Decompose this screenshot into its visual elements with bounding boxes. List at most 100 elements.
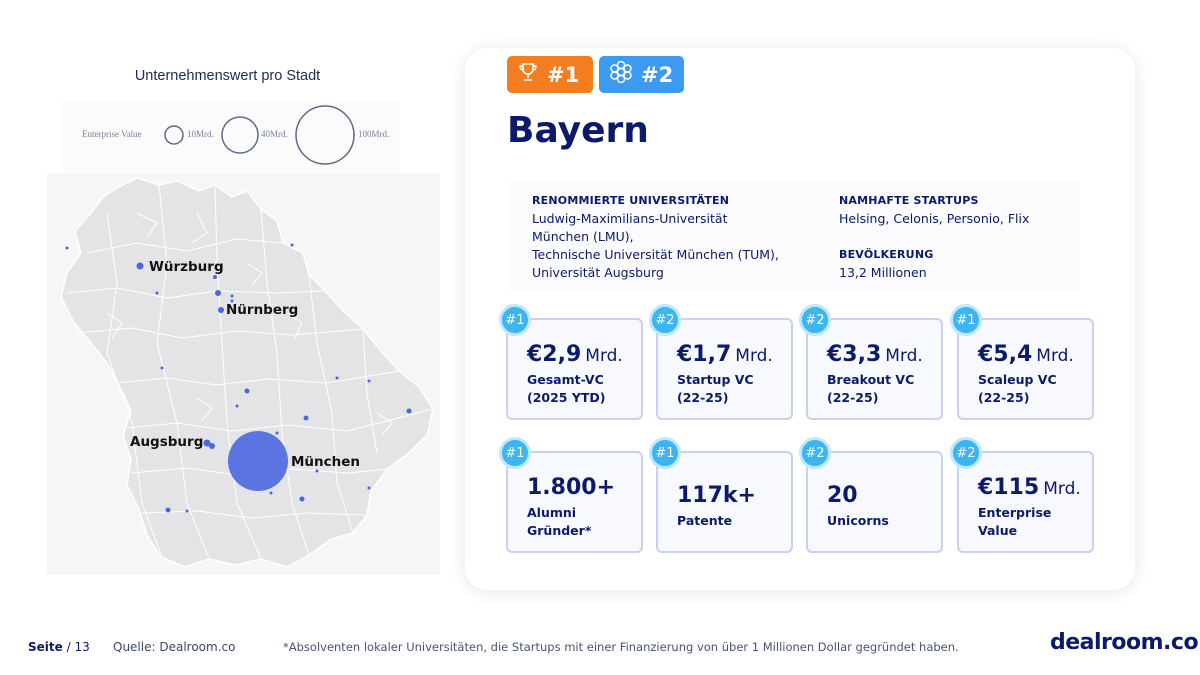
stat-value: €5,4 (978, 342, 1033, 367)
stat-startup-vc: #2 €1,7 Mrd. Startup VC (22-25) (649, 304, 793, 420)
info-panel: RENOMMIERTE UNIVERSITÄTEN Ludwig-Maximil… (508, 180, 1080, 290)
district-borders (66, 184, 434, 560)
stat-value: €115 (978, 475, 1040, 500)
bubble-small-6 (315, 469, 319, 473)
stat-rank: #1 (649, 437, 681, 469)
city-label-muenchen: München (291, 454, 361, 470)
rank-badge-trophy-label: #1 (547, 62, 580, 87)
bubble-small-4 (269, 491, 273, 495)
stat-label: Startup VC (22-25) (677, 372, 754, 405)
stat-unit: Mrd. (585, 346, 623, 366)
bubble-small-8 (290, 243, 294, 247)
bubble-rosenheim (299, 496, 305, 502)
stat-value: €3,3 (827, 342, 882, 367)
network-icon (609, 60, 633, 88)
startups-list: Helsing, Celonis, Personio, Flix (839, 211, 1030, 226)
bubble-ingolstadt (244, 388, 250, 394)
stat-alumni-founders: #1 1.800+ Alumni Gründer* (499, 437, 643, 553)
bubble-small-7 (367, 486, 371, 490)
city-bubbles (65, 243, 412, 513)
bavaria-map: Würzburg Nürnberg Augsburg München (47, 173, 440, 575)
legend-circles (164, 105, 355, 165)
bubble-wuerzburg (136, 262, 144, 270)
stat-scaleup-vc: #1 €5,4 Mrd. Scaleup VC (22-25) (950, 304, 1094, 420)
stat-value: €2,9 (527, 342, 582, 367)
population-value: 13,2 Millionen (839, 265, 927, 280)
stat-rank: #2 (799, 437, 831, 469)
rank-badge-network-label: #2 (641, 62, 674, 87)
stat-value: 20 (827, 483, 858, 508)
dealroom-logo[interactable]: dealroom.co (1050, 630, 1199, 655)
startups-heading: NAMHAFTE STARTUPS (839, 194, 979, 207)
bubble-nuernberg (218, 307, 224, 313)
universities-heading: RENOMMIERTE UNIVERSITÄTEN (532, 194, 730, 207)
source-note: Quelle: Dealroom.co (113, 640, 236, 654)
stat-rank: #2 (799, 304, 831, 336)
stat-gesamt-vc: #1 €2,9 Mrd. Gesamt-VC (2025 YTD) (499, 304, 643, 420)
universities-list: Ludwig-Maximilians-Universität München (… (532, 211, 779, 280)
bubble-bamberg (230, 294, 234, 298)
stat-unit: Mrd. (735, 346, 773, 366)
rank-badge-trophy: #1 (507, 56, 593, 93)
stat-rank: #1 (950, 304, 982, 336)
bavaria-map-shape (60, 177, 434, 568)
trophy-icon (517, 61, 539, 88)
legend-label: Enterprise Value (82, 129, 142, 139)
city-label-wuerzburg: Würzburg (149, 259, 224, 275)
legend-size-small: 10Mrd. (187, 129, 214, 139)
page-indicator: Seite / 13 (28, 640, 90, 654)
bubble-small-10 (185, 509, 189, 513)
stat-unicorns: #2 20 Unicorns (799, 437, 943, 553)
legend-size-large: 100Mrd. (358, 129, 390, 139)
bubble-small-2 (155, 291, 159, 295)
stat-value: 117k+ (677, 483, 756, 508)
bubble-augsburg (203, 439, 211, 447)
stat-label: Alumni Gründer* (527, 505, 592, 538)
population-heading: BEVÖLKERUNG (839, 248, 934, 261)
legend-title: Unternehmenswert pro Stadt (134, 68, 321, 84)
stat-value: €1,7 (677, 342, 732, 367)
stat-unit: Mrd. (1043, 479, 1081, 499)
legend-size-medium: 40Mrd. (261, 129, 288, 139)
stat-unit: Mrd. (885, 346, 923, 366)
bubble-size-legend: Enterprise Value 10Mrd. 40Mrd. 100Mrd. (60, 100, 400, 170)
legend-circle-large (295, 105, 355, 165)
city-label-nuernberg: Nürnberg (226, 302, 299, 318)
stat-label: Scaleup VC (22-25) (978, 372, 1057, 405)
bubble-straubing (367, 379, 371, 383)
page-label: Seite (28, 640, 63, 654)
stat-label: Enterprise Value (978, 505, 1052, 538)
bubble-kempten (165, 507, 171, 513)
stat-rank: #1 (499, 304, 531, 336)
stat-label: Breakout VC (22-25) (827, 372, 915, 405)
bubble-landshut (335, 376, 339, 380)
stat-value: 1.800+ (527, 475, 616, 500)
bubble-small-1 (65, 246, 69, 250)
stat-enterprise-value: #2 €115 Mrd. Enterprise Value (950, 437, 1094, 553)
stat-rank: #1 (499, 437, 531, 469)
bubble-small-3 (160, 366, 164, 370)
stat-unit: Mrd. (1036, 346, 1074, 366)
bubble-small-9 (230, 299, 234, 303)
bubble-freising (275, 431, 279, 435)
stat-rank: #2 (649, 304, 681, 336)
bubble-augsburg-2 (209, 443, 215, 449)
bubble-passau (406, 408, 412, 414)
stat-label: Patente (677, 513, 733, 528)
bubble-muenchen (228, 431, 288, 491)
legend-circle-small (164, 125, 184, 145)
bubble-erlangen (213, 275, 217, 279)
bavaria-outline (60, 177, 434, 568)
state-title: Bayern (507, 110, 649, 151)
stat-label: Gesamt-VC (2025 YTD) (527, 372, 606, 405)
stat-label: Unicorns (827, 513, 889, 528)
footnote: *Absolventen lokaler Universitäten, die … (283, 640, 959, 654)
stat-breakout-vc: #2 €3,3 Mrd. Breakout VC (22-25) (799, 304, 943, 420)
bubble-small-5 (235, 404, 239, 408)
bubble-regensburg (303, 415, 309, 421)
stat-rank: #2 (950, 437, 982, 469)
legend-circle-medium (221, 116, 259, 154)
city-label-augsburg: Augsburg (130, 434, 204, 450)
stat-patents: #1 117k+ Patente (649, 437, 793, 553)
bubble-nuernberg-2 (215, 290, 221, 296)
